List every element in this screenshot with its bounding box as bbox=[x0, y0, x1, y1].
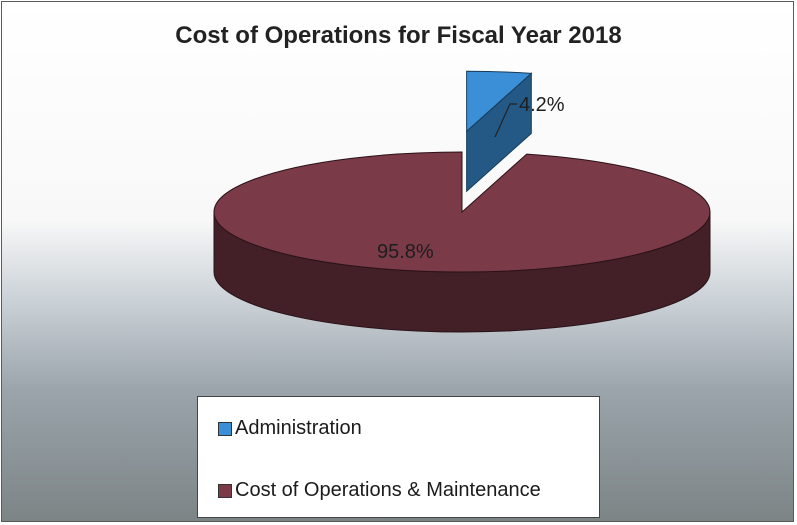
legend-item-operations-maintenance: Cost of Operations & Maintenance bbox=[218, 479, 541, 502]
legend: Administration Cost of Operations & Main… bbox=[197, 396, 600, 518]
leader-line-administration bbox=[494, 103, 517, 138]
legend-swatch-operations-maintenance bbox=[218, 483, 232, 498]
slice-operations-maintenance bbox=[213, 151, 711, 273]
slice-administration bbox=[466, 70, 533, 133]
legend-label-operations-maintenance: Cost of Operations & Maintenance bbox=[235, 479, 541, 501]
data-label-operations-maintenance: 95.8% bbox=[377, 241, 434, 263]
legend-label-administration: Administration bbox=[235, 417, 362, 439]
legend-swatch-administration bbox=[218, 421, 232, 436]
legend-item-administration: Administration bbox=[218, 417, 362, 440]
chart-title: Cost of Operations for Fiscal Year 2018 bbox=[175, 22, 622, 49]
data-label-administration: 4.2% bbox=[519, 94, 565, 116]
